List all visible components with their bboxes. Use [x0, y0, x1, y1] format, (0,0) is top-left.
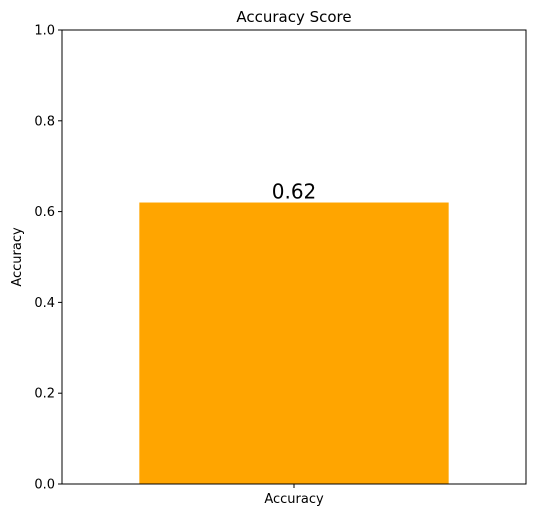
y-tick-label: 0.6: [34, 205, 55, 220]
y-tick-label: 0.0: [34, 478, 55, 493]
plot-area: 0.62: [61, 29, 527, 485]
y-tick-label: 1.0: [34, 24, 55, 39]
bar-accuracy: [139, 202, 449, 484]
bar-value-label: 0.62: [272, 180, 317, 204]
chart-title: Accuracy Score: [236, 8, 351, 26]
x-tick-label: Accuracy: [264, 492, 324, 507]
y-tick-label: 0.8: [34, 114, 55, 129]
y-tick-label: 0.4: [34, 296, 55, 311]
y-tick-label: 0.2: [34, 387, 55, 402]
x-axis: Accuracy: [264, 484, 324, 507]
bars-group: [139, 202, 449, 484]
y-axis: 0.0 0.2 0.4 0.6 0.8 1.0: [34, 24, 62, 493]
y-axis-title: Accuracy: [10, 227, 25, 287]
data-labels-group: 0.62: [272, 180, 317, 204]
